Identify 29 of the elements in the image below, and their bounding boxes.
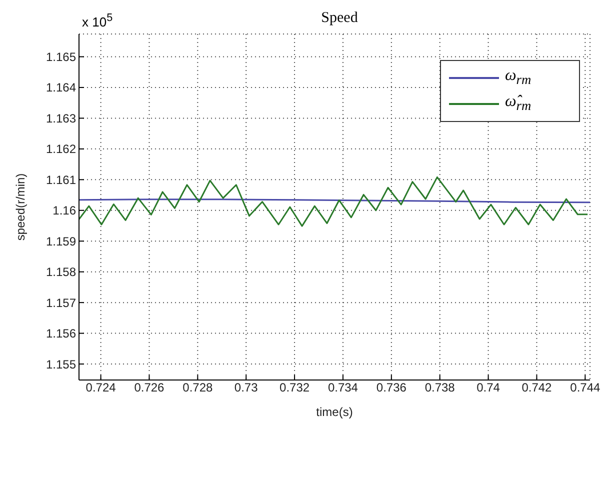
y-axis-title: speed(r/min) <box>13 173 28 241</box>
y-tick-label: 1.165 <box>46 50 76 64</box>
x-axis-title: time(s) <box>316 405 353 419</box>
y-tick-label: 1.163 <box>46 111 76 126</box>
legend-label: ω̂$_{rm}$ <box>505 93 532 115</box>
x-tick-label: 0.724 <box>86 380 116 395</box>
x-tick-label: 0.744 <box>570 380 600 395</box>
legend-label: ω$_{rm}$ <box>505 67 532 89</box>
line-series <box>79 176 588 227</box>
x-tick-label: 0.726 <box>134 380 165 395</box>
x-tick-label: 0.728 <box>182 380 214 395</box>
x-tick-label: 0.736 <box>376 380 407 395</box>
y-tick-label: 1.155 <box>46 357 76 372</box>
x-tick-label: 0.734 <box>328 380 358 395</box>
chart-title: Speed <box>321 10 358 26</box>
y-tick-label: 1.159 <box>46 234 76 248</box>
y-tick-label: 1.164 <box>46 80 76 95</box>
y-tick-label: 1.161 <box>46 172 76 187</box>
y-tick-label: 1.156 <box>46 326 76 341</box>
text: x 10$^{5}$ <box>82 12 113 30</box>
y-tick-label: 1.16 <box>52 204 76 218</box>
x-tick-label: 0.732 <box>280 380 310 395</box>
x-tick-label: 0.742 <box>522 380 552 395</box>
x-tick-label: 0.74 <box>476 380 500 395</box>
x-tick-label: 0.738 <box>424 380 456 395</box>
x-tick-label: 0.73 <box>234 380 258 395</box>
y-tick-label: 1.157 <box>46 296 76 310</box>
y-tick-label: 1.158 <box>46 265 76 280</box>
y-tick-label: 1.162 <box>46 142 76 156</box>
